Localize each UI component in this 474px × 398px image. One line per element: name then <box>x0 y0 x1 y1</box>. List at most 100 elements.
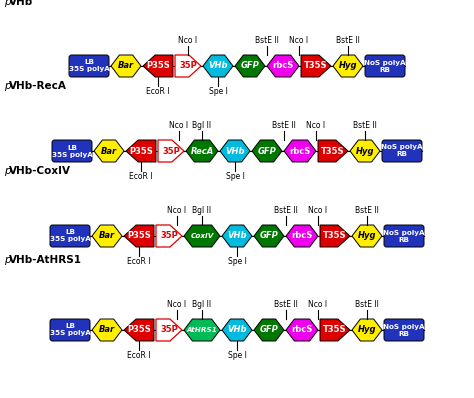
Text: p: p <box>4 81 10 91</box>
Text: NoS polyA
RB: NoS polyA RB <box>383 230 425 242</box>
Text: Nco I: Nco I <box>167 206 186 215</box>
Text: VHb: VHb <box>225 146 245 156</box>
Text: BstE II: BstE II <box>274 206 298 215</box>
Text: Hyg: Hyg <box>339 62 357 70</box>
Text: GFP: GFP <box>241 62 259 70</box>
Polygon shape <box>184 225 220 247</box>
Text: VHb-CoxIV: VHb-CoxIV <box>9 166 71 176</box>
Polygon shape <box>318 140 348 162</box>
Text: EcoR I: EcoR I <box>127 351 151 360</box>
Polygon shape <box>222 225 252 247</box>
Polygon shape <box>111 55 141 77</box>
Polygon shape <box>94 140 124 162</box>
Text: GFP: GFP <box>260 232 278 240</box>
Polygon shape <box>175 55 201 77</box>
Polygon shape <box>352 319 382 341</box>
FancyBboxPatch shape <box>50 319 90 341</box>
Text: P35S: P35S <box>127 232 151 240</box>
Text: Bgl II: Bgl II <box>192 121 211 130</box>
Polygon shape <box>333 55 363 77</box>
Polygon shape <box>203 55 233 77</box>
Polygon shape <box>126 140 156 162</box>
Text: RecA: RecA <box>191 146 214 156</box>
Text: BstE II: BstE II <box>336 36 360 45</box>
Text: Bar: Bar <box>99 326 115 334</box>
FancyBboxPatch shape <box>382 140 422 162</box>
Polygon shape <box>235 55 265 77</box>
Polygon shape <box>254 319 284 341</box>
Text: VHb-AtHRS1: VHb-AtHRS1 <box>9 255 82 265</box>
Polygon shape <box>184 319 220 341</box>
Polygon shape <box>124 225 154 247</box>
Text: Nco I: Nco I <box>309 300 328 309</box>
Text: EcoR I: EcoR I <box>127 257 151 266</box>
Text: VHb: VHb <box>9 0 33 7</box>
Text: BstE II: BstE II <box>274 300 298 309</box>
Polygon shape <box>92 225 122 247</box>
Text: NoS polyA
RB: NoS polyA RB <box>381 144 423 158</box>
Polygon shape <box>350 140 380 162</box>
Polygon shape <box>252 140 282 162</box>
Text: LB
35S polyA: LB 35S polyA <box>69 59 109 72</box>
Text: Hyg: Hyg <box>358 232 376 240</box>
Polygon shape <box>220 140 250 162</box>
Polygon shape <box>156 225 182 247</box>
Text: 35P: 35P <box>160 232 178 240</box>
Text: BstE II: BstE II <box>272 121 296 130</box>
Text: NoS polyA
RB: NoS polyA RB <box>383 324 425 336</box>
Polygon shape <box>222 319 252 341</box>
Polygon shape <box>92 319 122 341</box>
Text: Nco I: Nco I <box>306 121 326 130</box>
Text: LB
35S polyA: LB 35S polyA <box>52 144 92 158</box>
Text: 35P: 35P <box>179 62 197 70</box>
Text: rbcS: rbcS <box>292 232 313 240</box>
Text: Spe I: Spe I <box>226 172 245 181</box>
Polygon shape <box>301 55 331 77</box>
Text: Hyg: Hyg <box>356 146 374 156</box>
FancyBboxPatch shape <box>50 225 90 247</box>
Text: T35S: T35S <box>323 232 347 240</box>
Text: LB
35S polyA: LB 35S polyA <box>50 230 91 242</box>
Text: BstE II: BstE II <box>355 206 379 215</box>
Text: VHb: VHb <box>208 62 228 70</box>
Text: VHb-RecA: VHb-RecA <box>9 81 66 91</box>
Text: BstE II: BstE II <box>355 300 379 309</box>
Text: Spe I: Spe I <box>228 257 246 266</box>
Text: GFP: GFP <box>258 146 276 156</box>
Text: LB
35S polyA: LB 35S polyA <box>50 324 91 336</box>
Text: 35P: 35P <box>160 326 178 334</box>
Text: VHb: VHb <box>227 326 247 334</box>
Text: T35S: T35S <box>304 62 328 70</box>
Polygon shape <box>284 140 316 162</box>
Text: Nco I: Nco I <box>178 36 198 45</box>
Text: VHb: VHb <box>227 232 247 240</box>
FancyBboxPatch shape <box>384 225 424 247</box>
Text: Nco I: Nco I <box>169 121 188 130</box>
Text: Hyg: Hyg <box>358 326 376 334</box>
Text: BstE II: BstE II <box>255 36 279 45</box>
Text: Spe I: Spe I <box>228 351 246 360</box>
Text: P35S: P35S <box>129 146 153 156</box>
Polygon shape <box>254 225 284 247</box>
Text: BstE II: BstE II <box>353 121 377 130</box>
FancyBboxPatch shape <box>52 140 92 162</box>
Text: rbcS: rbcS <box>273 62 293 70</box>
Text: Spe I: Spe I <box>209 87 228 96</box>
Text: P35S: P35S <box>146 62 170 70</box>
Text: p: p <box>4 166 10 176</box>
Polygon shape <box>186 140 218 162</box>
Polygon shape <box>320 225 350 247</box>
Text: rbcS: rbcS <box>289 146 310 156</box>
Text: 35P: 35P <box>162 146 180 156</box>
Text: NoS polyA
RB: NoS polyA RB <box>364 59 406 72</box>
Text: T35S: T35S <box>321 146 345 156</box>
Text: GFP: GFP <box>260 326 278 334</box>
Polygon shape <box>286 319 318 341</box>
Polygon shape <box>124 319 154 341</box>
Text: Nco I: Nco I <box>167 300 186 309</box>
Text: p: p <box>4 255 10 265</box>
Polygon shape <box>143 55 173 77</box>
Polygon shape <box>267 55 299 77</box>
Text: P35S: P35S <box>127 326 151 334</box>
Text: Nco I: Nco I <box>290 36 309 45</box>
